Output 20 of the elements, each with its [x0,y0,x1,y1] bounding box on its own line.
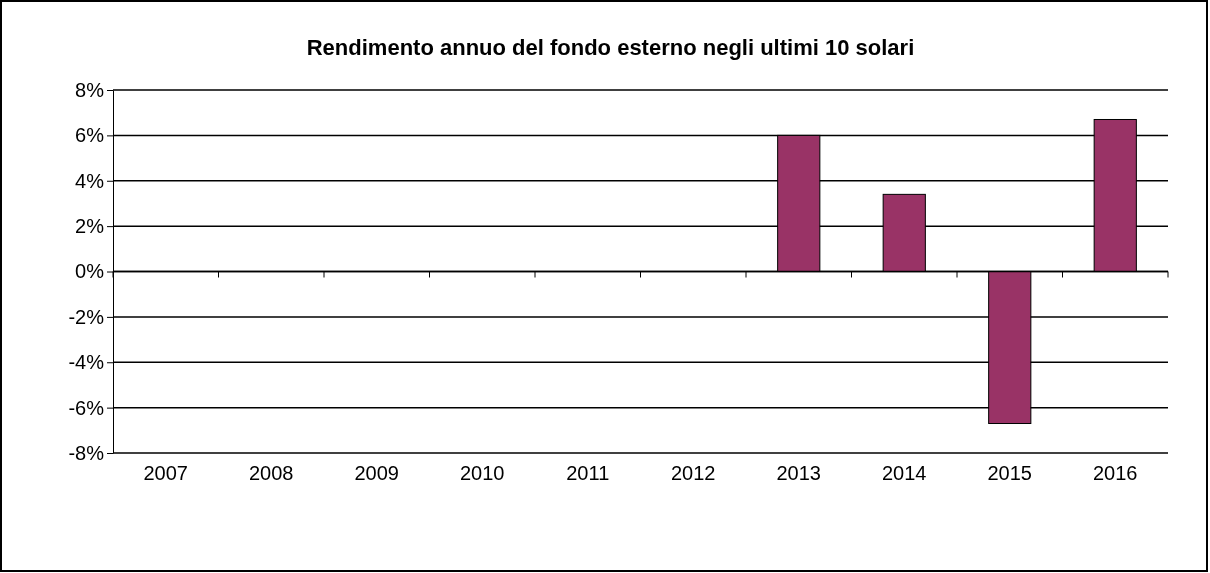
x-tick-label: 2011 [566,462,610,485]
x-tick-label: 2012 [671,462,716,485]
y-tick-label: 8% [75,78,105,101]
x-tick-label: 2010 [460,462,505,485]
y-tick-label: 4% [75,169,105,192]
x-tick-label: 2008 [249,462,294,485]
chart-title: Rendimento annuo del fondo esterno negli ultimi 10 solari [306,35,915,60]
y-tick-label: -6% [68,396,105,419]
x-tick-label: 2016 [1093,462,1138,485]
x-tick-label: 2013 [776,462,821,485]
x-tick-label: 2009 [354,462,399,485]
y-tick-label: -4% [68,351,105,374]
y-tick-label: 0% [75,260,105,283]
x-tick-label: 2007 [143,462,188,485]
x-tick-label: 2014 [882,462,927,485]
y-tick-label: -2% [68,305,105,328]
y-tick-label: 6% [75,124,105,147]
x-tick-label: 2015 [987,462,1032,485]
y-tick-label: -8% [68,441,105,464]
y-tick-label: 2% [75,215,105,238]
